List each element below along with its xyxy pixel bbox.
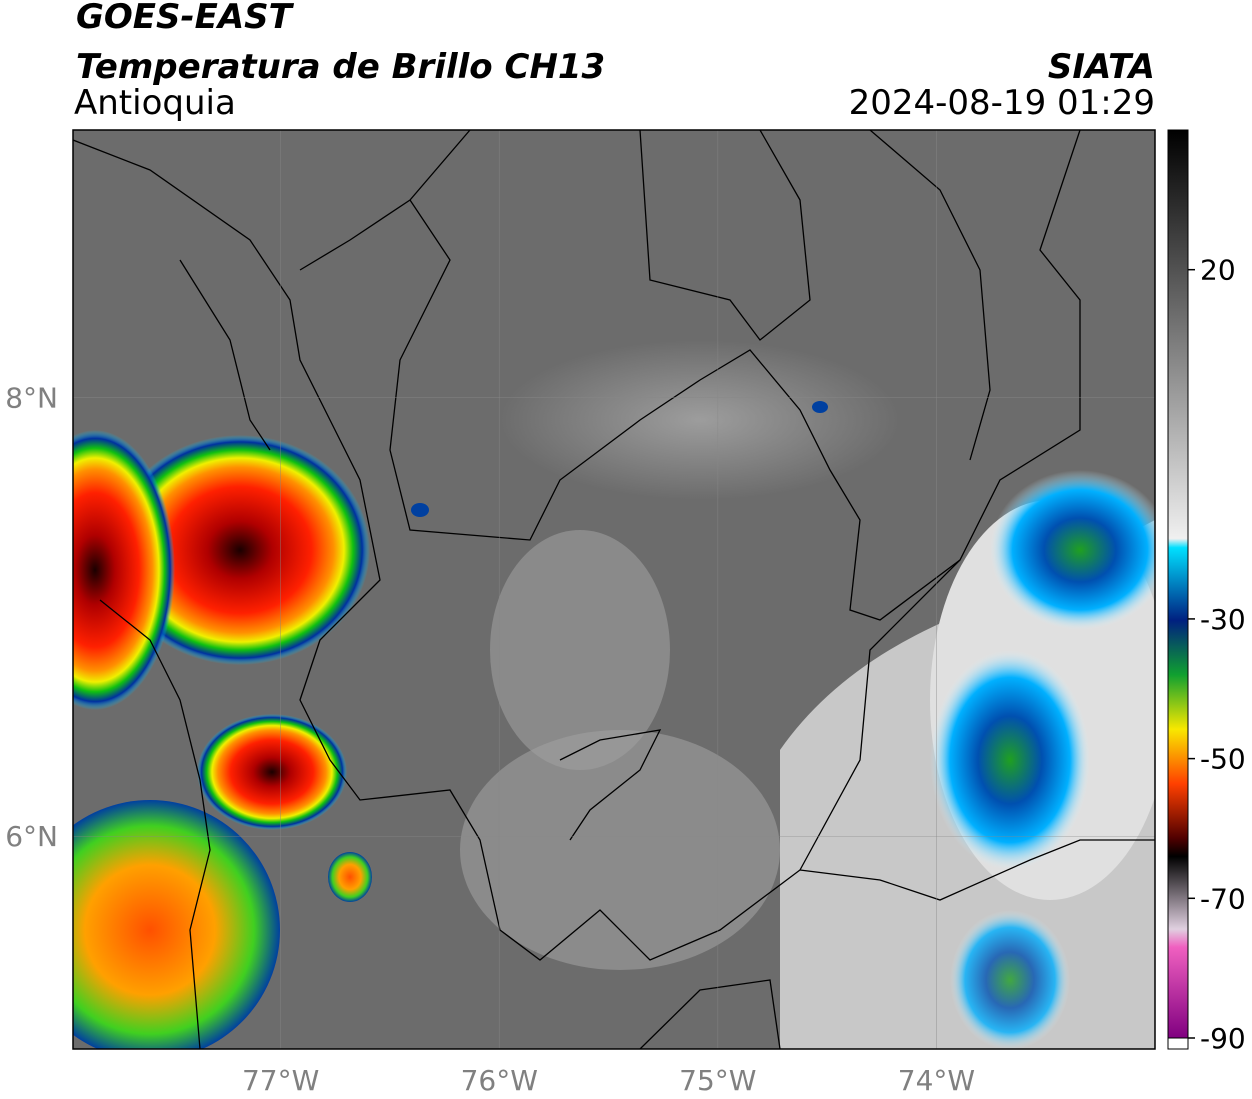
storm: [411, 503, 429, 517]
cloud: [490, 530, 670, 770]
satellite-image: [73, 130, 1155, 1049]
border: [559, 729, 662, 841]
colorbar-tick-label: 20: [1200, 254, 1236, 287]
storm: [930, 650, 1090, 870]
cloud: [500, 340, 900, 500]
borders: [73, 130, 1155, 1049]
lon-tick-label: 76°W: [461, 1064, 538, 1097]
coast: [299, 130, 471, 271]
storm: [990, 470, 1155, 630]
storm: [812, 401, 828, 413]
colorbar-tick-label: -30: [1200, 603, 1246, 636]
storm: [73, 430, 175, 710]
lon-tick-label: 75°W: [679, 1064, 756, 1097]
border: [799, 839, 1155, 901]
border: [73, 130, 1081, 961]
lat-tick-label: 6°N: [5, 820, 58, 853]
lon-tick-label: 74°W: [898, 1064, 975, 1097]
source: SIATA: [1048, 47, 1155, 87]
coast: [179, 259, 271, 451]
datetime: 2024-08-19 01:29: [849, 83, 1155, 123]
subtitle: Temperatura de Brillo CH13: [76, 47, 605, 87]
colorbar-tick-label: -90: [1200, 1022, 1246, 1055]
graticule: [73, 130, 1155, 1049]
lat-tick-label: 8°N: [5, 382, 58, 415]
coast: [99, 599, 211, 1049]
border: [869, 130, 991, 461]
storm: [950, 910, 1070, 1049]
cloud: [460, 730, 780, 970]
storm: [197, 714, 347, 830]
title: GOES-EAST: [76, 0, 295, 37]
colorbar: [1168, 130, 1188, 1038]
border: [389, 199, 961, 621]
colorbar-extension: [1167, 1037, 1189, 1050]
colorbar-tick-label: -70: [1200, 882, 1246, 915]
border: [639, 979, 781, 1049]
colorbar-tick-label: -50: [1200, 743, 1246, 776]
storm: [110, 435, 370, 665]
colorbar-frame: [1167, 129, 1189, 1039]
region: Antioquia: [74, 83, 236, 123]
map-frame: [72, 129, 1156, 1050]
storm: [73, 800, 280, 1049]
storm: [328, 852, 372, 902]
lon-tick-label: 77°W: [242, 1064, 319, 1097]
border: [639, 130, 811, 341]
